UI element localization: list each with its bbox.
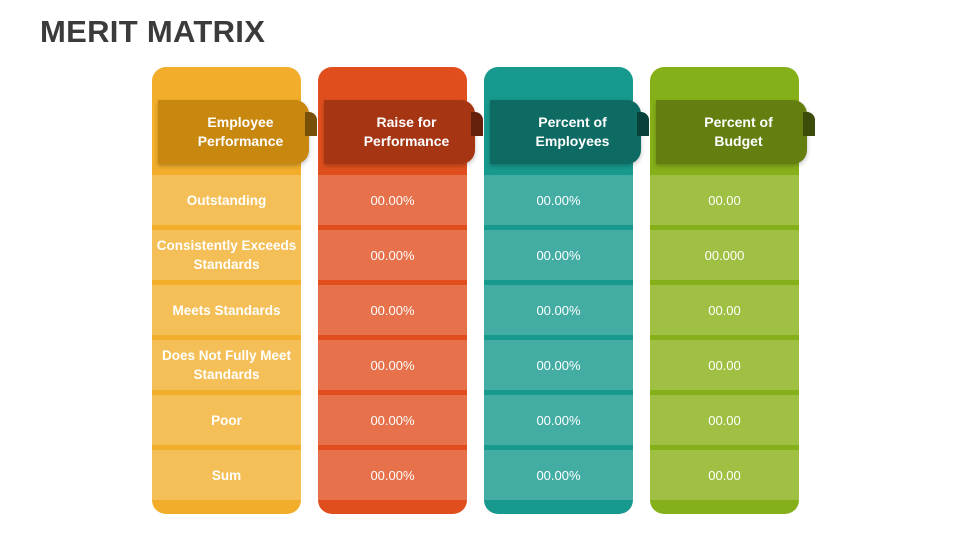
- table-cell: Meets Standards: [152, 285, 301, 335]
- column-header: Percent of Employees: [535, 114, 610, 149]
- ribbon-fold: [637, 112, 649, 136]
- column-header-ribbon: Employee Performance: [158, 100, 317, 164]
- ribbon-fold: [305, 112, 317, 136]
- table-cell: Consistently Exceeds Standards: [152, 230, 301, 280]
- column-header-ribbon: Percent of Employees: [490, 100, 649, 164]
- column-raise-for-performance: Raise for Performance 00.00% 00.00% 00.0…: [318, 67, 483, 514]
- table-cell: 00.00%: [484, 285, 633, 335]
- ribbon-fold: [803, 112, 815, 136]
- table-cell: 00.00%: [318, 395, 467, 445]
- table-cell: 00.000: [650, 230, 799, 280]
- column-employee-performance: Employee Performance Outstanding Consist…: [152, 67, 317, 514]
- table-cell: 00.00%: [484, 230, 633, 280]
- column-header: Percent of Budget: [704, 114, 773, 149]
- column-header-ribbon: Raise for Performance: [324, 100, 483, 164]
- page-title: MERIT MATRIX: [40, 14, 266, 49]
- table-cell: 00.00%: [318, 450, 467, 500]
- column-header: Raise for Performance: [363, 114, 450, 149]
- table-cell: Does Not Fully Meet Standards: [152, 340, 301, 390]
- table-cell: 00.00%: [318, 175, 467, 225]
- table-cell: 00.00: [650, 175, 799, 225]
- table-cell: 00.00%: [484, 450, 633, 500]
- column-header: Employee Performance: [197, 114, 284, 149]
- ribbon-fold: [471, 112, 483, 136]
- table-cell: Poor: [152, 395, 301, 445]
- table-cell: 00.00%: [318, 340, 467, 390]
- table-cell: 00.00%: [484, 175, 633, 225]
- table-cell: 00.00%: [318, 285, 467, 335]
- table-cell: Sum: [152, 450, 301, 500]
- table-cell: 00.00: [650, 340, 799, 390]
- table-cell: 00.00%: [484, 340, 633, 390]
- table-cell: 00.00: [650, 395, 799, 445]
- table-cell: 00.00%: [318, 230, 467, 280]
- table-cell: 00.00: [650, 285, 799, 335]
- table-cell: Outstanding: [152, 175, 301, 225]
- column-header-ribbon: Percent of Budget: [656, 100, 815, 164]
- table-cell: 00.00%: [484, 395, 633, 445]
- table-cell: 00.00: [650, 450, 799, 500]
- column-percent-of-employees: Percent of Employees 00.00% 00.00% 00.00…: [484, 67, 649, 514]
- column-percent-of-budget: Percent of Budget 00.00 00.000 00.00 00.…: [650, 67, 815, 514]
